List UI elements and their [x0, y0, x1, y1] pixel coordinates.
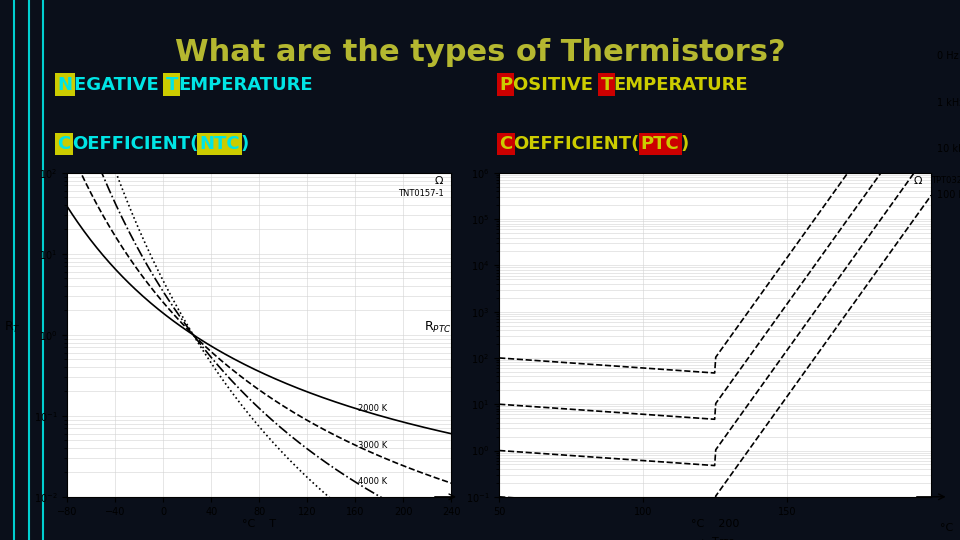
Y-axis label: R$_{PTC}$: R$_{PTC}$ — [424, 320, 451, 335]
Text: N: N — [58, 76, 73, 93]
Text: 100 kHz: 100 kHz — [937, 190, 960, 200]
Text: T: T — [165, 76, 178, 93]
Text: 0 Hz: 0 Hz — [937, 51, 959, 62]
Text: 10 kHz: 10 kHz — [937, 144, 960, 154]
Text: 3000 K: 3000 K — [357, 441, 387, 450]
Text: 2000 K: 2000 K — [357, 404, 387, 413]
Text: What are the types of Thermistors?: What are the types of Thermistors? — [175, 38, 785, 67]
Text: 1 kHz: 1 kHz — [937, 98, 960, 107]
Text: T: T — [601, 76, 612, 93]
Text: EGATIVE: EGATIVE — [74, 76, 164, 93]
Text: ): ) — [681, 135, 688, 153]
Text: EMPERATURE: EMPERATURE — [179, 76, 314, 93]
Y-axis label: R$_T$: R$_T$ — [5, 320, 21, 335]
Text: C: C — [499, 135, 513, 153]
Text: P: P — [499, 76, 513, 93]
Text: ): ) — [241, 135, 249, 153]
Text: OEFFICIENT(: OEFFICIENT( — [72, 135, 198, 153]
Text: EMPERATURE: EMPERATURE — [613, 76, 749, 93]
Text: TPT0321-1: TPT0321-1 — [931, 176, 960, 185]
Text: C: C — [58, 135, 71, 153]
X-axis label: °C    T: °C T — [242, 519, 276, 529]
Text: OSITIVE: OSITIVE — [514, 76, 600, 93]
Text: PTC: PTC — [640, 135, 680, 153]
Text: NTC: NTC — [199, 135, 240, 153]
Text: °C  200: °C 200 — [940, 523, 960, 533]
Text: OEFFICIENT(: OEFFICIENT( — [514, 135, 639, 153]
Text: 4000 K: 4000 K — [357, 477, 387, 487]
Text: TNT0157-1: TNT0157-1 — [397, 189, 444, 198]
Text: Ω: Ω — [435, 176, 444, 186]
Text: Ω: Ω — [914, 176, 923, 186]
X-axis label: °C    200: °C 200 — [691, 519, 739, 529]
Text: →  T$_{PTC}$: → T$_{PTC}$ — [695, 536, 735, 540]
